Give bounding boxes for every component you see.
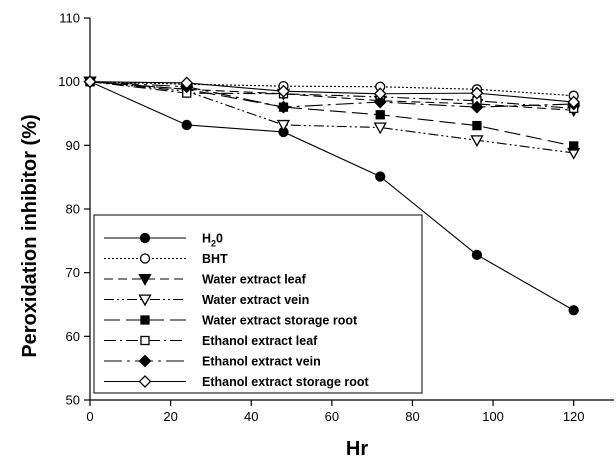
legend-label: Water extract leaf: [202, 273, 307, 287]
series-line: [89, 81, 574, 147]
y-tick-label: 70: [66, 265, 80, 280]
legend: H20 BHT Water extract leaf Water extract ve…: [93, 214, 423, 394]
series-line: [89, 81, 574, 311]
data-point: [472, 120, 482, 131]
data-point: [83, 75, 97, 89]
legend-label: H20: [202, 232, 223, 249]
series-line: [89, 81, 574, 97]
legend-marker: [138, 294, 152, 307]
data-point: [568, 305, 579, 316]
legend-marker: [138, 273, 152, 286]
legend-label-subscript: 2: [211, 239, 216, 249]
legend-label: Water extract storage root: [202, 314, 358, 328]
legend-label: Ethanol extract storage root: [202, 375, 370, 389]
data-point: [276, 119, 291, 132]
data-point: [470, 86, 484, 100]
data-point: [277, 100, 290, 114]
legend-label-rest: 0: [216, 232, 223, 246]
x-tick-label: 20: [163, 409, 177, 424]
legend-marker: [138, 375, 152, 388]
y-tick-label: 50: [66, 393, 80, 408]
data-point: [471, 249, 483, 260]
data-point: [373, 87, 387, 101]
legend-marker: [140, 335, 150, 346]
x-tick-label: 120: [563, 409, 585, 424]
legend-label: BHT: [202, 252, 228, 266]
legend-label: Water extract vein: [202, 293, 309, 307]
data-point: [470, 100, 484, 114]
y-tick-label: 100: [58, 74, 80, 89]
data-point: [569, 141, 579, 151]
legend-label-main: H: [202, 232, 211, 246]
y-axis-title: Peroxidation inhibitor (%): [19, 114, 41, 357]
series-line: [89, 81, 574, 108]
series-7: [83, 75, 581, 109]
series-line: [89, 81, 574, 111]
data-point: [470, 135, 484, 148]
legend-marker: [139, 232, 151, 244]
y-tick-label: 80: [66, 202, 80, 217]
y-tick-label: 90: [66, 138, 80, 153]
legend-marker: [140, 315, 150, 325]
data-point: [567, 95, 581, 109]
x-tick-label: 0: [86, 409, 93, 424]
series-6: [83, 75, 581, 114]
x-tick-label: 40: [244, 409, 258, 424]
x-tick-label: 80: [405, 409, 419, 424]
y-tick-label: 110: [59, 11, 80, 26]
legend-label: Ethanol extract leaf: [202, 334, 318, 348]
data-point: [277, 84, 290, 98]
data-point: [180, 76, 194, 90]
data-point: [375, 171, 386, 182]
x-tick-label: 100: [482, 409, 504, 424]
legend-marker: [138, 354, 152, 368]
series-line: [89, 81, 574, 154]
data-point: [375, 110, 385, 120]
data-point: [373, 95, 387, 109]
x-axis-title: Hr: [346, 438, 368, 460]
series-line: [89, 81, 574, 103]
data-point: [181, 119, 192, 131]
series-line: [89, 81, 574, 109]
data-point: [373, 122, 387, 135]
legend-marker: [139, 253, 151, 264]
y-tick-label: 60: [66, 329, 80, 344]
legend-label: Ethanol extract vein: [202, 355, 321, 369]
x-tick-label: 60: [325, 409, 339, 424]
